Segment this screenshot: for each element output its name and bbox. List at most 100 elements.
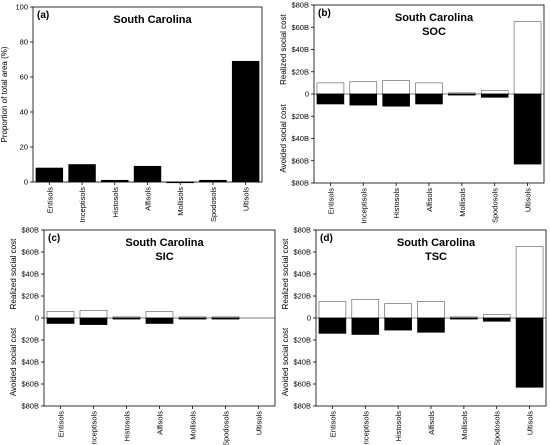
bar-alfisols <box>133 165 162 183</box>
x-tick-label: Alfisols <box>425 188 434 212</box>
x-tick-label: Mollisols <box>176 187 185 216</box>
avoided-bar-alfisols <box>415 93 443 105</box>
x-tick-label: Ultisols <box>526 411 535 435</box>
y-tick-label: $20B <box>291 112 309 121</box>
x-tick-label: Ultisols <box>242 187 251 211</box>
y-tick-label: $40B <box>293 270 311 279</box>
y-tick-label: $60B <box>293 248 311 257</box>
avoided-bar-histosols <box>382 93 410 107</box>
x-tick-label: Inceptisols <box>361 411 370 445</box>
avoided-bar-histosols <box>384 317 412 331</box>
x-tick-label: Histosols <box>394 411 403 442</box>
y-tick-label: 80 <box>20 38 28 47</box>
chart-subtitle: SOC <box>422 26 446 38</box>
panel-label: (d) <box>320 233 333 244</box>
panel-label: (c) <box>48 233 60 244</box>
realized-bar-alfisols <box>145 311 174 319</box>
plot-frame <box>32 6 263 183</box>
y-axis-label-realized: Realized social cost <box>279 13 288 84</box>
y-axis-label-realized: Realized social cost <box>281 238 290 309</box>
avoided-bar-alfisols <box>145 317 174 324</box>
y-tick-label: 60 <box>20 73 28 82</box>
avoided-bar-entisols <box>316 93 345 105</box>
y-tick-label: $60B <box>293 380 311 389</box>
realized-bar-ultisols <box>515 246 544 319</box>
y-tick-label: $60B <box>21 380 39 389</box>
avoided-bar-ultisols <box>515 317 544 388</box>
realized-bar-spodosols <box>480 90 509 95</box>
avoided-bar-ultisols <box>513 93 542 165</box>
x-tick-label: Entisols <box>57 411 66 438</box>
y-tick-label: $20B <box>21 292 39 301</box>
bar-spodosols <box>199 179 227 183</box>
chart-title: South Carolina <box>125 237 204 249</box>
y-tick-label: $40B <box>21 270 39 279</box>
x-tick-label: Spodosols <box>493 411 502 445</box>
bar-ultisols <box>231 60 260 183</box>
chart-panel-d: $80B $60B $40B $20B 0 $20B $40B $60B $80B Entisol… <box>281 226 547 445</box>
y-tick-label: 40 <box>20 108 28 117</box>
y-tick-label: $60B <box>21 248 39 257</box>
x-tick-label: Inceptisols <box>78 187 87 223</box>
y-tick-label: $80B <box>291 1 309 10</box>
avoided-bar-inceptisols <box>351 317 380 335</box>
y-tick-label: $80B <box>293 226 311 235</box>
x-tick-label: Inceptisols <box>90 411 99 445</box>
avoided-bar-spodosols <box>482 317 511 322</box>
realized-bar-ultisols <box>513 21 542 95</box>
y-tick-label: 20 <box>20 143 28 152</box>
y-axis-label-avoided: Avoided social cost <box>279 104 288 173</box>
x-tick-label: Mollisols <box>458 188 467 217</box>
y-tick-label: $40B <box>293 358 311 367</box>
y-tick-label: 0 <box>305 90 309 99</box>
x-tick-label: Histosols <box>111 187 120 218</box>
x-tick-label: Alfisols <box>427 411 436 435</box>
y-tick-label: $20B <box>21 336 39 345</box>
realized-bar-inceptisols <box>79 309 108 319</box>
y-tick-label: 0 <box>307 314 311 323</box>
realized-bar-histosols <box>382 80 410 95</box>
bar-entisols <box>35 167 64 183</box>
y-tick-label: 0 <box>35 314 39 323</box>
x-tick-label: Mollisols <box>460 411 469 440</box>
panel-label: (a) <box>37 10 49 21</box>
chart-subtitle: SIC <box>155 251 173 263</box>
chart-panel-a: 0 20 40 60 80 100 Entisols Inceptisols Histosols… <box>0 3 263 223</box>
x-tick-label: Entisols <box>45 187 54 214</box>
realized-bar-spodosols <box>482 314 511 319</box>
y-axis-label-avoided: Avoided social cost <box>281 327 290 396</box>
chart-title: South Carolina <box>395 12 474 24</box>
avoided-bar-inceptisols <box>349 93 378 106</box>
y-tick-label: $20B <box>293 292 311 301</box>
x-tick-label: Histosols <box>392 188 401 219</box>
y-tick-label: $80B <box>21 226 39 235</box>
realized-bar-alfisols <box>417 301 445 319</box>
x-tick-label: Spodosols <box>491 188 500 223</box>
panel-label: (b) <box>318 8 331 19</box>
y-tick-label: $20B <box>291 67 309 76</box>
x-tick-label: Alfisols <box>156 411 165 435</box>
avoided-bar-entisols <box>318 317 347 334</box>
x-tick-label: Mollisols <box>189 411 198 440</box>
x-tick-label: Entisols <box>326 188 335 215</box>
x-tick-label: Spodosols <box>222 411 231 445</box>
chart-title: South Carolina <box>113 14 192 26</box>
y-axis-label: Proportion of total area (%) <box>0 46 9 142</box>
chart-subtitle: TSC <box>425 251 447 263</box>
chart-panel-c: $80B $60B $40B $20B 0 $20B $40B $60B $80B Entisol… <box>9 226 276 445</box>
y-tick-label: $40B <box>21 358 39 367</box>
y-tick-label: $60B <box>291 156 309 165</box>
x-tick-label: Spodosols <box>209 187 218 222</box>
x-tick-label: Ultisols <box>255 411 264 435</box>
y-axis-label-avoided: Avoided social cost <box>9 327 18 396</box>
realized-bar-entisols <box>46 311 75 319</box>
x-tick-label: Histosols <box>123 411 132 442</box>
realized-bar-inceptisols <box>349 81 378 95</box>
y-tick-label: $80B <box>291 179 309 188</box>
realized-bar-entisols <box>318 301 347 319</box>
y-tick-label: 100 <box>15 3 28 12</box>
avoided-bar-alfisols <box>417 317 445 333</box>
avoided-bar-spodosols <box>480 93 509 98</box>
chart-panel-b: $80B $60B $40B $20B 0 $20B $40B $60B $80B Entisol… <box>279 1 545 223</box>
